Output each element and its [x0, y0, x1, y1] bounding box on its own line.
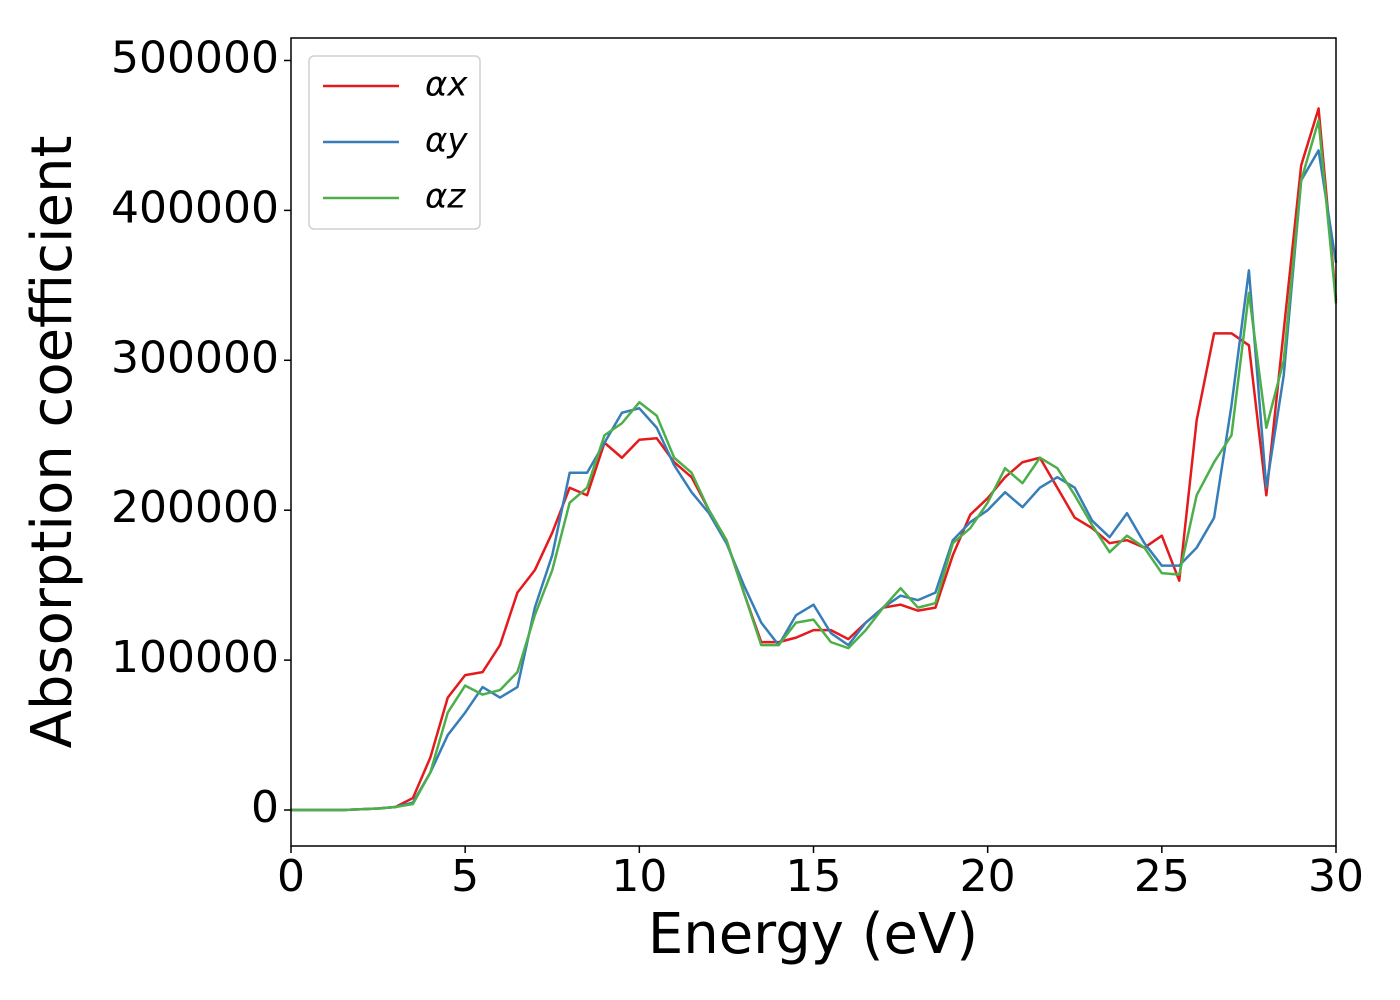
y-tick-label: 400000	[111, 182, 279, 233]
x-tick-label: 25	[1134, 851, 1190, 902]
series-line	[291, 119, 1338, 812]
y-tick-label: 300000	[111, 332, 279, 383]
x-tick-label: 15	[786, 851, 842, 902]
legend-label: αy	[425, 121, 468, 161]
x-axis-label: Energy (eV)	[648, 902, 978, 967]
y-tick-label: 100000	[111, 632, 279, 683]
x-tick-label: 5	[451, 851, 479, 902]
x-tick-label: 20	[960, 851, 1016, 902]
legend-label: αx	[425, 65, 468, 105]
y-tick-label: 500000	[111, 32, 279, 83]
y-axis-label: Absorption coefficient	[20, 136, 85, 749]
series-line	[291, 107, 1338, 812]
plot-frame	[290, 37, 1337, 847]
x-tick-label: 0	[277, 851, 305, 902]
y-tick-label: 200000	[111, 482, 279, 533]
series-line	[291, 149, 1338, 812]
x-tick-label: 10	[611, 851, 667, 902]
legend-label: αz	[425, 177, 466, 217]
x-tick-label: 30	[1308, 851, 1364, 902]
y-tick-label: 0	[251, 782, 279, 833]
